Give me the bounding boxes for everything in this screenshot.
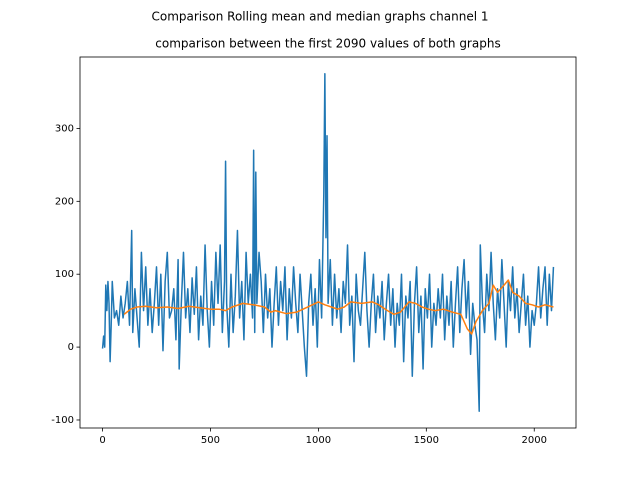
- suptitle: Comparison Rolling mean and median graph…: [151, 10, 488, 24]
- y-tick-label: 100: [55, 269, 74, 280]
- x-tick-label: 1500: [414, 435, 439, 446]
- y-tick-label: -100: [51, 415, 74, 426]
- x-tick-label: 1000: [306, 435, 331, 446]
- series-line: [101, 73, 555, 412]
- chart-title: comparison between the first 2090 values…: [155, 37, 500, 51]
- x-tick-label: 500: [201, 435, 220, 446]
- y-tick-label: 0: [68, 342, 74, 353]
- axes-frame: [79, 56, 577, 429]
- x-tick-label: 0: [99, 435, 105, 446]
- x-tick-label: 2000: [522, 435, 547, 446]
- y-tick-label: 200: [55, 196, 74, 207]
- series-line: [123, 279, 554, 335]
- y-tick-label: 300: [55, 123, 74, 134]
